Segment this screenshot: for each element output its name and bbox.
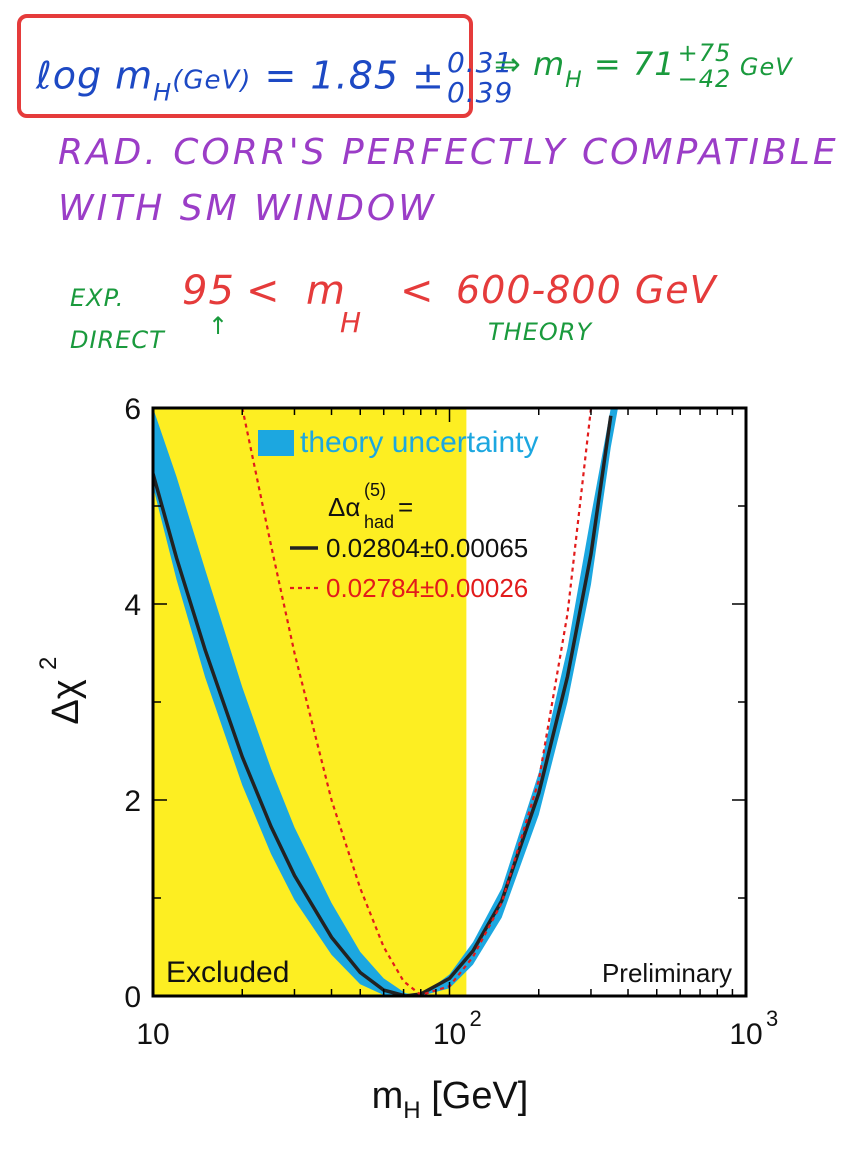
x-tick-label: 10 2 (433, 1006, 482, 1051)
y-axis-title-symbol: Δχ (45, 679, 87, 724)
range-lower-bound: 95 (182, 268, 235, 314)
formula-highlight-box (17, 14, 473, 118)
x-axis-title-symbol: m (372, 1075, 404, 1117)
legend-header-equals: = (398, 492, 413, 522)
legend-dashed-label: 0.02784±0.00026 (326, 573, 528, 603)
x-tick-label-base: 10 (136, 1018, 169, 1051)
x-tick-label-base: 10 (433, 1018, 466, 1051)
y-axis-title-superscript: 2 (35, 657, 62, 670)
theory-uncertainty-band (153, 408, 618, 996)
x-tick-label: 10 3 (729, 1006, 778, 1051)
x-tick-label-exponent: 2 (470, 1006, 482, 1031)
range-less-than-2: < (400, 268, 435, 314)
series-dashed-line (241, 408, 593, 996)
legend-header-subscript: had (364, 512, 394, 532)
note-line-2: WITH SM WINDOW (58, 188, 437, 229)
x-tick-label: 10 (136, 1018, 169, 1051)
legend-header-symbol: Δα (328, 492, 360, 522)
excluded-label: Excluded (166, 956, 289, 989)
y-tick-label: 4 (124, 589, 141, 622)
direct-label: DIRECT (70, 326, 165, 354)
legend-header-superscript: (5) (364, 480, 386, 500)
series-solid-line (153, 415, 613, 996)
x-axis-title-subscript: H (403, 1097, 420, 1124)
legend-band-label: theory uncertainty (300, 426, 538, 459)
x-axis-title: mH [GeV] (372, 1075, 529, 1124)
x-tick-label-exponent: 3 (766, 1006, 778, 1031)
y-tick-label: 2 (124, 785, 141, 818)
range-less-than-1: < (246, 268, 281, 314)
y-tick-label: 0 (124, 981, 141, 1014)
legend-solid-label: 0.02804±0.00065 (326, 533, 528, 563)
direct-arrow-icon: ↑ (208, 312, 230, 340)
preliminary-label: Preliminary (602, 958, 732, 988)
log-mass-formula: ℓog mH(GeV) = 1.85 ±0.31 0.39 (36, 46, 514, 109)
theory-label: THEORY (488, 318, 593, 346)
legend-header: Δα had (5) = (328, 480, 413, 532)
range-mass-subscript: H (340, 306, 363, 339)
legend-band-swatch (258, 430, 294, 456)
mass-result: ⇒ mH = 71 +75 −42 GeV (494, 39, 793, 93)
y-axis-title: Δχ 2 (35, 657, 87, 725)
x-axis-title-unit: [GeV] (421, 1075, 529, 1117)
x-tick-label-base: 10 (729, 1018, 762, 1051)
range-mass-symbol: m (306, 268, 346, 314)
exp-label: EXP. (70, 284, 125, 312)
note-line-1: RAD. CORR'S PERFECTLY COMPATIBLE (58, 132, 839, 173)
range-upper-bound: 600-800 GeV (456, 268, 717, 312)
y-tick-label: 6 (124, 393, 141, 426)
